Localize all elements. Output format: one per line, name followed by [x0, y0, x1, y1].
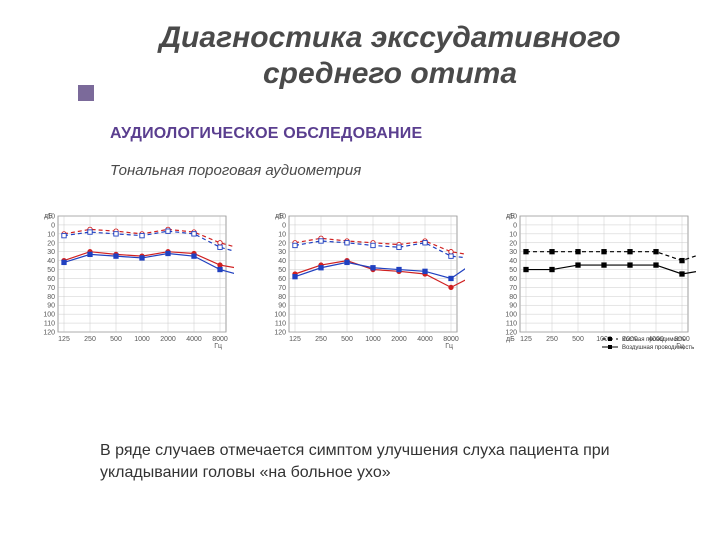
svg-text:90: 90	[509, 303, 517, 310]
subheading: Тональная пороговая аудиометрия	[110, 162, 361, 179]
svg-text:125: 125	[289, 336, 301, 343]
svg-text:20: 20	[509, 240, 517, 247]
svg-text:8000: 8000	[212, 336, 228, 343]
svg-text:дБ: дБ	[275, 213, 284, 220]
svg-text:10: 10	[47, 231, 55, 238]
slide-title: Диагностика экссудативного среднего отит…	[110, 20, 670, 92]
svg-text:0: 0	[282, 222, 286, 229]
svg-text:90: 90	[278, 303, 286, 310]
svg-text:8000: 8000	[443, 336, 459, 343]
svg-text:80: 80	[509, 294, 517, 301]
svg-text:10: 10	[509, 231, 517, 238]
audiogram-chart-1: -100102030405060708090100110120125250500…	[36, 210, 234, 350]
svg-text:50: 50	[47, 267, 55, 274]
svg-text:дБ: дБ	[506, 213, 515, 220]
svg-text:110: 110	[275, 321, 286, 328]
svg-text:дБ: дБ	[506, 336, 515, 343]
svg-text:50: 50	[509, 267, 517, 274]
svg-text:120: 120	[274, 330, 286, 337]
svg-text:30: 30	[278, 249, 286, 256]
svg-text:40: 40	[47, 258, 55, 265]
svg-text:500: 500	[341, 336, 353, 343]
section-heading: АУДИОЛОГИЧЕСКОЕ ОБСЛЕДОВАНИЕ	[110, 125, 422, 143]
charts-row: -100102030405060708090100110120125250500…	[36, 210, 696, 350]
svg-text:1000: 1000	[365, 336, 381, 343]
svg-text:100: 100	[505, 312, 517, 319]
svg-text:40: 40	[509, 258, 517, 265]
svg-text:120: 120	[43, 330, 55, 337]
svg-text:70: 70	[47, 285, 55, 292]
svg-text:250: 250	[315, 336, 327, 343]
svg-text:500: 500	[110, 336, 122, 343]
svg-text:80: 80	[47, 294, 55, 301]
svg-text:0: 0	[51, 222, 55, 229]
svg-text:70: 70	[509, 285, 517, 292]
svg-text:110: 110	[44, 321, 55, 328]
svg-text:50: 50	[278, 267, 286, 274]
svg-text:2000: 2000	[391, 336, 407, 343]
svg-text:Воздушная проводимость: Воздушная проводимость	[622, 345, 694, 350]
svg-text:100: 100	[43, 312, 55, 319]
svg-text:0: 0	[513, 222, 517, 229]
svg-text:100: 100	[274, 312, 286, 319]
svg-text:60: 60	[509, 276, 517, 283]
svg-text:10: 10	[278, 231, 286, 238]
svg-text:125: 125	[520, 336, 532, 343]
svg-text:40: 40	[278, 258, 286, 265]
svg-text:2000: 2000	[160, 336, 176, 343]
svg-text:дБ: дБ	[44, 213, 53, 220]
svg-text:20: 20	[278, 240, 286, 247]
svg-text:60: 60	[278, 276, 286, 283]
svg-text:110: 110	[506, 321, 517, 328]
svg-text:90: 90	[47, 303, 55, 310]
svg-text:70: 70	[278, 285, 286, 292]
svg-text:1000: 1000	[134, 336, 150, 343]
audiogram-chart-3: -100102030405060708090100110120125250500…	[498, 210, 696, 350]
svg-text:20: 20	[47, 240, 55, 247]
svg-text:60: 60	[47, 276, 55, 283]
svg-text:250: 250	[546, 336, 558, 343]
conclusion-text: В ряде случаев отмечается симптом улучше…	[100, 440, 660, 483]
svg-text:30: 30	[47, 249, 55, 256]
bullet-square-icon	[78, 85, 94, 101]
svg-text:Костная проводимость: Костная проводимость	[622, 337, 686, 343]
svg-text:125: 125	[58, 336, 70, 343]
svg-text:Гц: Гц	[214, 343, 222, 350]
svg-text:4000: 4000	[186, 336, 202, 343]
svg-text:250: 250	[84, 336, 96, 343]
svg-text:4000: 4000	[417, 336, 433, 343]
svg-text:500: 500	[572, 336, 584, 343]
svg-text:30: 30	[509, 249, 517, 256]
audiogram-chart-2: -100102030405060708090100110120125250500…	[267, 210, 465, 350]
svg-text:Гц: Гц	[445, 343, 453, 350]
svg-text:80: 80	[278, 294, 286, 301]
